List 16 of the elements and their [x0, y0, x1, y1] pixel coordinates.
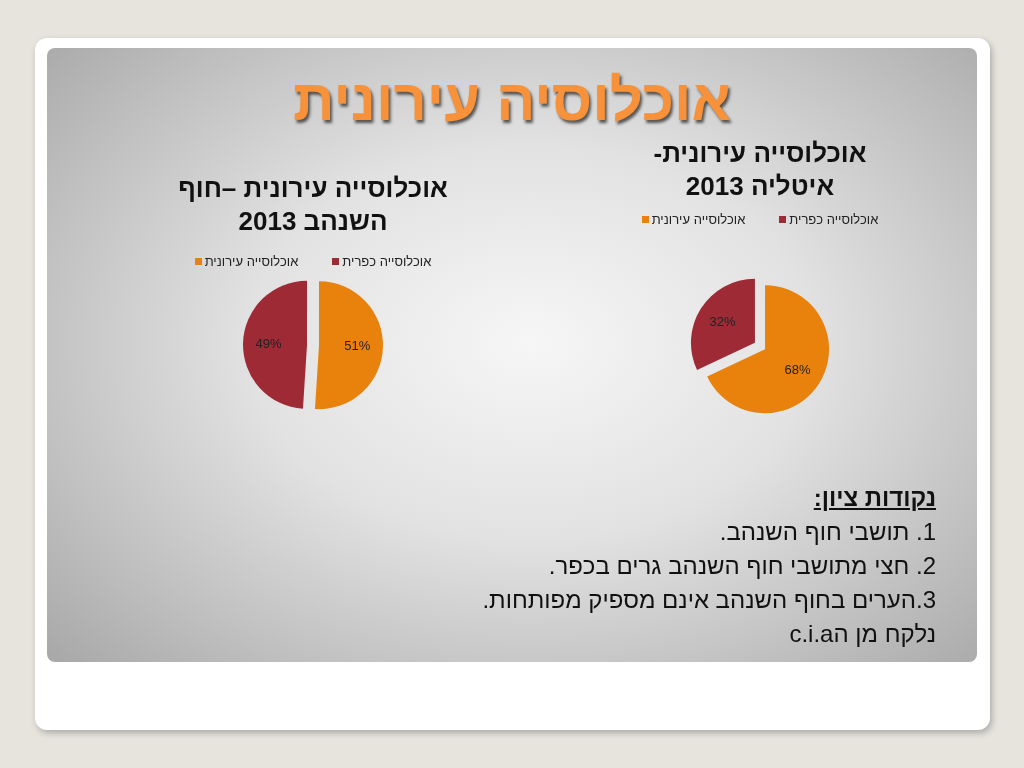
text: נלקח מן הc.i.a	[789, 620, 936, 647]
legend-label: אוכלוסייה עירונית	[651, 212, 746, 227]
text: 3.הערים בחוף השנהב אינם מספיק מפותחות.	[482, 586, 936, 613]
legend-label: אוכלוסייה כפרית	[342, 254, 432, 269]
data-label: 32%	[709, 314, 736, 330]
text: 1. תושבי חוף השנהב.	[719, 518, 936, 545]
text: נקודות ציון:	[813, 484, 936, 511]
data-label: 49%	[255, 335, 283, 351]
text: אוכלוסיה עירונית	[292, 66, 732, 133]
chart-title: אוכלוסייה עירונית –חוף השנהב 2013	[177, 172, 449, 238]
data-label: 51%	[344, 338, 371, 354]
legend-label: אוכלוסייה כפרית	[789, 212, 879, 227]
legend-label: אוכלוסייה עירונית	[204, 254, 299, 269]
data-label: 68%	[784, 361, 811, 377]
text: 2. חצי מתושבי חוף השנהב גרים בכפר.	[548, 552, 936, 579]
chart-title: אוכלוסייה עירונית- איטליה 2013	[652, 137, 868, 203]
